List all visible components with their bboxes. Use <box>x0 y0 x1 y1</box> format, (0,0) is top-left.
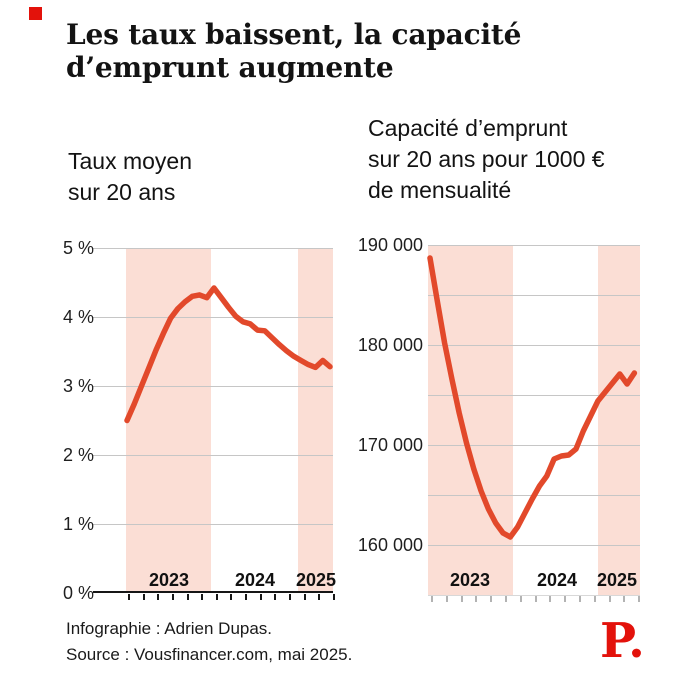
axis-tick <box>534 596 537 602</box>
y-axis-label: 190 000 <box>357 235 423 255</box>
year-label: 2024 <box>234 570 276 590</box>
axis-tick <box>186 594 189 600</box>
axis-tick <box>638 596 641 602</box>
y-axis-label: 2 % <box>63 445 95 465</box>
highlight-band <box>126 248 211 592</box>
gridline <box>93 524 333 525</box>
highlight-band <box>598 245 640 595</box>
axis-tick <box>564 596 567 602</box>
y-axis-label: 4 % <box>63 307 95 327</box>
axis-tick <box>142 594 145 600</box>
credit-line: Infographie : Adrien Dupas. <box>66 619 273 638</box>
y-axis-label: 5 % <box>63 238 95 258</box>
right-chart-title: Capacité d’emprunt sur 20 ans pour 1000 €… <box>368 115 605 203</box>
axis-tick <box>519 596 522 602</box>
axis-tick <box>445 596 448 602</box>
axis-tick <box>171 594 174 600</box>
axis-tick <box>128 594 130 600</box>
gridline <box>428 395 640 396</box>
axis-tick <box>475 596 478 602</box>
axis-tick <box>245 594 248 600</box>
y-axis-label: 1 % <box>63 514 95 534</box>
highlight-band <box>428 245 513 595</box>
y-axis-label: 3 % <box>63 376 95 396</box>
axis-tick <box>579 596 581 602</box>
axis-tick <box>623 596 626 602</box>
axis-tick <box>259 594 262 600</box>
gridline <box>428 495 640 496</box>
x-axis-line <box>93 591 333 593</box>
axis-tick <box>505 596 507 602</box>
gridline <box>428 245 640 246</box>
axis-tick <box>593 596 596 602</box>
year-label: 2025 <box>295 570 337 590</box>
gridline <box>428 545 640 546</box>
y-axis-label: 170 000 <box>357 435 423 455</box>
gridline <box>428 345 640 346</box>
gridline <box>93 248 333 249</box>
brand-red-square <box>29 7 42 20</box>
gridline <box>93 317 333 318</box>
axis-tick <box>608 596 611 602</box>
x-axis-line <box>428 595 640 596</box>
axis-tick <box>215 594 218 600</box>
page-title: Les taux baissent, la capacité d’emprunt … <box>66 18 521 84</box>
gridline <box>428 445 640 446</box>
axis-tick <box>332 594 335 600</box>
page-title-line1: Les taux baissent, la capacité <box>66 18 522 51</box>
axis-tick <box>201 594 204 600</box>
axis-tick <box>157 594 160 600</box>
axis-tick <box>431 596 433 602</box>
highlight-band <box>298 248 333 592</box>
source-line: Source : Vousfinancer.com, mai 2025. <box>66 645 353 664</box>
year-label: 2023 <box>449 570 491 590</box>
y-axis-label: 160 000 <box>357 535 423 555</box>
gridline <box>93 455 333 456</box>
gridline <box>93 386 333 387</box>
axis-tick <box>490 596 493 602</box>
axis-tick <box>289 594 292 600</box>
year-label: 2023 <box>148 570 190 590</box>
axis-tick <box>549 596 552 602</box>
axis-tick <box>460 596 463 602</box>
page-title-line2: d’emprunt augmente <box>66 51 394 84</box>
le-parisien-logo: P. <box>600 613 645 669</box>
axis-tick <box>274 594 277 600</box>
gridline <box>428 295 640 296</box>
year-label: 2025 <box>596 570 638 590</box>
axis-tick <box>318 594 321 600</box>
left-chart-title: Taux moyen sur 20 ans <box>68 148 193 205</box>
axis-tick <box>303 594 306 600</box>
axis-tick <box>230 594 233 600</box>
year-label: 2024 <box>536 570 578 590</box>
y-axis-label: 0 % <box>63 583 95 603</box>
y-axis-label: 180 000 <box>357 335 423 355</box>
